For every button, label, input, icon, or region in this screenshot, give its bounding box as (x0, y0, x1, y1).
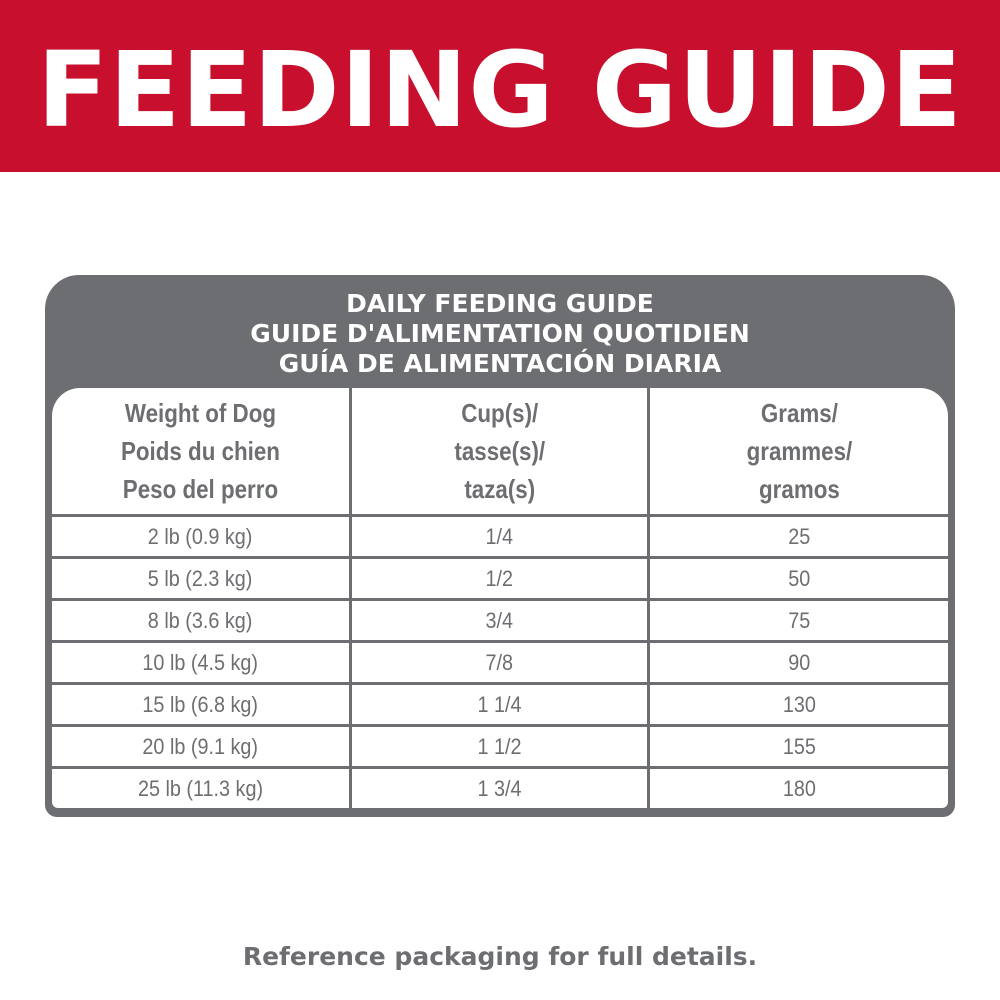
table-row: 2 lb (0.9 kg) 1/4 25 (52, 514, 948, 559)
grams-cell: 90 (647, 640, 948, 685)
table-row: 8 lb (3.6 kg) 3/4 75 (52, 598, 948, 643)
footer-note: Reference packaging for full details. (242, 942, 758, 971)
weight-cell: 20 lb (9.1 kg) (52, 724, 352, 769)
table-row: 15 lb (6.8 kg) 1 1/4 130 (52, 682, 948, 727)
grams-cell: 155 (647, 724, 948, 769)
title-english: DAILY FEEDING GUIDE (346, 289, 654, 318)
table-row: 25 lb (11.3 kg) 1 3/4 180 (52, 766, 948, 808)
header-grams: Grams/grammes/gramos (647, 388, 948, 517)
weight-cell: 2 lb (0.9 kg) (52, 514, 352, 559)
title-spanish: GUÍA DE ALIMENTACIÓN DIARIA (278, 349, 722, 378)
weight-cell: 8 lb (3.6 kg) (52, 598, 352, 643)
table-row: 10 lb (4.5 kg) 7/8 90 (52, 640, 948, 685)
grams-cell: 25 (647, 514, 948, 559)
grams-cell: 180 (647, 766, 948, 808)
cups-cell: 1 1/2 (349, 724, 650, 769)
grams-cell: 75 (647, 598, 948, 643)
grams-cell: 50 (647, 556, 948, 601)
grams-cell: 130 (647, 682, 948, 727)
card-title: DAILY FEEDING GUIDE GUIDE D'ALIMENTATION… (45, 289, 955, 379)
title-banner: FEEDING GUIDE (0, 0, 1000, 172)
cups-cell: 7/8 (349, 640, 650, 685)
cups-cell: 3/4 (349, 598, 650, 643)
weight-cell: 5 lb (2.3 kg) (52, 556, 352, 601)
feeding-table-container: Weight of Dog Poids du chien Peso del perr… (52, 388, 948, 808)
feeding-guide-card: DAILY FEEDING GUIDE GUIDE D'ALIMENTATION… (45, 275, 955, 817)
cups-cell: 1 1/4 (349, 682, 650, 727)
weight-cell: 15 lb (6.8 kg) (52, 682, 352, 727)
table-header-row: Weight of Dog Poids du chien Peso del perr… (52, 388, 948, 517)
page-title: FEEDING GUIDE (37, 29, 963, 151)
feeding-table: Weight of Dog Poids du chien Peso del perr… (52, 388, 948, 808)
header-weight: Weight of Dog Poids du chien Peso del perr… (52, 388, 352, 517)
cups-cell: 1/4 (349, 514, 650, 559)
header-cups: Cup(s)/tasse(s)/taza(s) (349, 388, 650, 517)
title-french: GUIDE D'ALIMENTATION QUOTIDIEN (250, 319, 750, 348)
table-row: 5 lb (2.3 kg) 1/2 50 (52, 556, 948, 601)
cups-cell: 1 3/4 (349, 766, 650, 808)
weight-cell: 10 lb (4.5 kg) (52, 640, 352, 685)
table-row: 20 lb (9.1 kg) 1 1/2 155 (52, 724, 948, 769)
weight-cell: 25 lb (11.3 kg) (52, 766, 352, 808)
cups-cell: 1/2 (349, 556, 650, 601)
